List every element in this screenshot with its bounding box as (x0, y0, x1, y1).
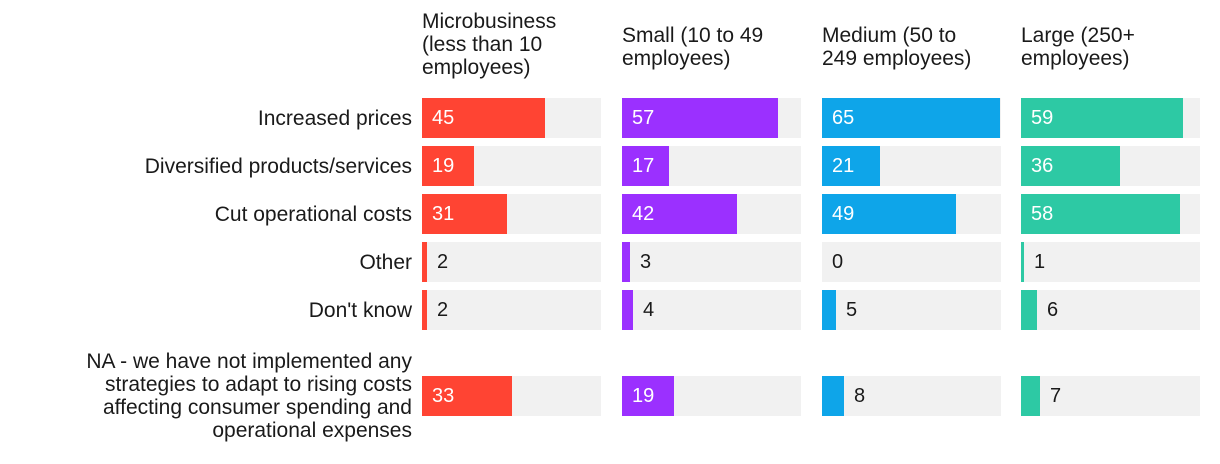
data-label: 3 (640, 251, 652, 273)
data-label: 57 (632, 107, 655, 129)
bar (422, 242, 427, 282)
bar (1021, 146, 1120, 186)
bar-track: 59 (1021, 98, 1200, 138)
bar-track: 5 (822, 290, 1001, 330)
bar-track: 31 (422, 194, 601, 234)
bar-track: 17 (622, 146, 801, 186)
bar (822, 146, 880, 186)
bar-track: 6 (1021, 290, 1200, 330)
bar (622, 242, 630, 282)
data-label: 5 (846, 299, 858, 321)
data-label: 59 (1031, 107, 1054, 129)
bar-track: 57 (622, 98, 801, 138)
bar (822, 98, 1000, 138)
bar (1021, 242, 1024, 282)
bar (622, 290, 633, 330)
bar-track: 4 (622, 290, 801, 330)
bar (422, 98, 545, 138)
bar-track: 3 (622, 242, 801, 282)
bar-track: 45 (422, 98, 601, 138)
bar (622, 98, 778, 138)
bar (422, 376, 512, 416)
bar-track: 8 (822, 376, 1001, 416)
data-label: 2 (437, 299, 449, 321)
data-label: 33 (432, 385, 455, 407)
data-label: 17 (632, 155, 655, 177)
data-label: 58 (1031, 203, 1054, 225)
data-label: 31 (432, 203, 455, 225)
bar (822, 376, 844, 416)
bar-track: 33 (422, 376, 601, 416)
category-label: Cut operational costs (214, 202, 412, 226)
data-label: 36 (1031, 155, 1054, 177)
series-header: Small (10 to 49 employees) (622, 24, 764, 70)
series-header: Microbusiness (less than 10 employees) (422, 10, 557, 79)
bar (422, 146, 474, 186)
data-label: 2 (437, 251, 449, 273)
bar (822, 290, 836, 330)
bar-track: 42 (622, 194, 801, 234)
bar-track: 36 (1021, 146, 1200, 186)
series-header: Medium (50 to 249 employees) (822, 24, 972, 70)
bar (822, 194, 956, 234)
bar-track: 19 (422, 146, 601, 186)
category-label: Other (359, 250, 412, 274)
bar (422, 194, 507, 234)
bar (1021, 290, 1037, 330)
series-header: Large (250+ employees) (1021, 24, 1135, 70)
bar-track: 7 (1021, 376, 1200, 416)
bar-track: 49 (822, 194, 1001, 234)
bar-track: 58 (1021, 194, 1200, 234)
data-label: 8 (854, 385, 866, 407)
bar (1021, 376, 1040, 416)
bar-track: 19 (622, 376, 801, 416)
data-label: 65 (832, 107, 855, 129)
data-label: 49 (832, 203, 855, 225)
bar-track: 65 (822, 98, 1001, 138)
bar (1021, 194, 1180, 234)
category-label: Increased prices (257, 106, 412, 130)
data-label: 19 (432, 155, 455, 177)
data-label: 42 (632, 203, 655, 225)
data-label: 21 (832, 155, 855, 177)
data-label: 45 (432, 107, 455, 129)
bar (1021, 98, 1183, 138)
data-label: 0 (832, 251, 844, 273)
bar-track: 21 (822, 146, 1001, 186)
category-label: Diversified products/services (144, 154, 412, 178)
bar-track: 0 (822, 242, 1001, 282)
bar-track: 1 (1021, 242, 1200, 282)
bar (622, 194, 737, 234)
bar (622, 376, 674, 416)
bar-track: 2 (422, 242, 601, 282)
data-label: 6 (1047, 299, 1059, 321)
category-label: Don't know (308, 298, 412, 322)
data-label: 7 (1050, 385, 1062, 407)
category-label: NA - we have not implemented any strategi… (86, 350, 412, 442)
data-label: 19 (632, 385, 655, 407)
data-label: 1 (1034, 251, 1046, 273)
bar-track: 2 (422, 290, 601, 330)
data-label: 4 (643, 299, 655, 321)
bar (422, 290, 427, 330)
bar (622, 146, 669, 186)
